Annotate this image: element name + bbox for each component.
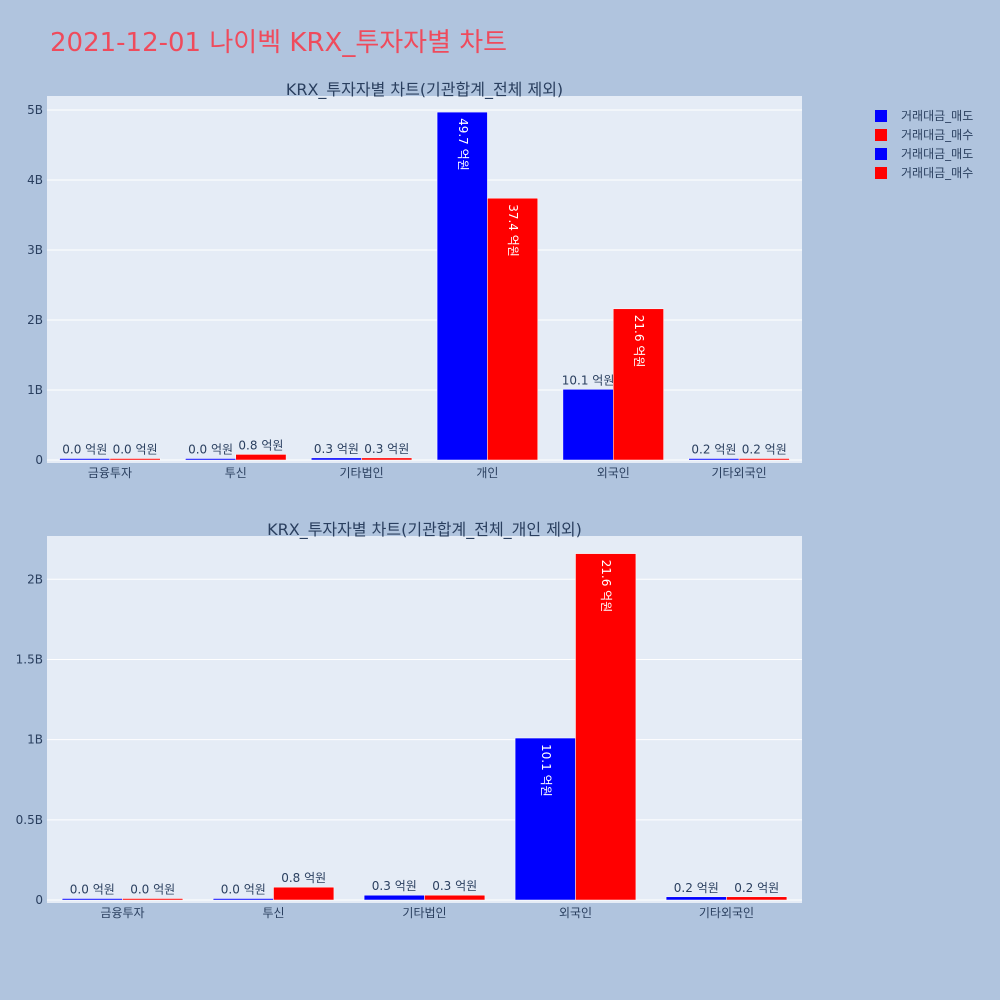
x-tick-label: 기타외국인 <box>699 906 754 920</box>
bar[interactable] <box>235 454 287 461</box>
bar[interactable] <box>311 457 362 461</box>
y-tick-label: 2B <box>27 572 43 586</box>
bar[interactable] <box>185 458 237 461</box>
data-label: 0.8 억원 <box>281 871 326 885</box>
y-tick-label: 1B <box>27 383 43 397</box>
legend-item[interactable]: 거래대금_매수 <box>875 125 973 144</box>
bar[interactable] <box>122 898 184 901</box>
bar[interactable] <box>613 308 664 461</box>
plot-area <box>47 96 802 463</box>
data-label: 0.0 억원 <box>130 883 175 897</box>
data-label: 0.2 억원 <box>691 443 736 457</box>
plot-area <box>47 536 802 903</box>
x-tick-label: 외국인 <box>559 906 592 920</box>
y-tick-label: 3B <box>27 243 43 257</box>
chart-title: KRX_투자자별 차트(기관합계_전체 제외) <box>286 80 563 100</box>
legend-item[interactable]: 거래대금_매수 <box>875 163 973 182</box>
data-label: 0.0 억원 <box>113 443 158 457</box>
x-tick-label: 금융투자 <box>100 906 144 920</box>
legend-label: 거래대금_매도 <box>901 147 974 161</box>
bar[interactable] <box>487 197 538 461</box>
data-label: 0.3 억원 <box>314 442 359 456</box>
bar[interactable] <box>575 553 637 901</box>
data-label: 0.3 억원 <box>432 879 477 893</box>
legend-item[interactable]: 거래대금_매도 <box>875 106 973 125</box>
bar[interactable] <box>562 389 614 461</box>
data-label: 0.3 억원 <box>372 879 417 893</box>
bar[interactable] <box>109 458 161 461</box>
data-label: 49.7 억원 <box>456 118 470 171</box>
x-tick-label: 기타외국인 <box>711 466 766 480</box>
x-tick-label: 개인 <box>476 466 498 480</box>
bar[interactable] <box>212 898 274 901</box>
bar[interactable] <box>424 894 486 901</box>
y-tick-label: 1.5B <box>16 652 43 666</box>
data-label: 0.3 억원 <box>364 442 409 456</box>
data-label: 0.2 억원 <box>742 443 787 457</box>
legend-label: 거래대금_매수 <box>901 128 974 142</box>
data-label: 0.0 억원 <box>70 883 115 897</box>
bar[interactable] <box>61 898 123 901</box>
legend-item[interactable]: 거래대금_매도 <box>875 144 973 163</box>
y-tick-label: 0.5B <box>16 813 43 827</box>
x-tick-label: 기타법인 <box>339 466 383 480</box>
bar[interactable] <box>273 886 335 901</box>
data-label: 10.1 억원 <box>562 373 615 387</box>
data-label: 10.1 억원 <box>539 744 553 797</box>
data-label: 0.2 억원 <box>674 881 719 895</box>
y-tick-label: 2B <box>27 313 43 327</box>
data-label: 21.6 억원 <box>599 560 613 613</box>
legend-swatch-red <box>875 166 887 179</box>
y-tick-label: 0 <box>35 893 43 907</box>
bar[interactable] <box>688 458 740 461</box>
legend-swatch-blue <box>875 109 887 122</box>
bar[interactable] <box>726 896 788 901</box>
bar[interactable] <box>59 458 111 461</box>
x-tick-label: 기타법인 <box>402 906 446 920</box>
x-tick-label: 금융투자 <box>88 466 132 480</box>
legend-label: 거래대금_매도 <box>901 109 974 123</box>
y-tick-label: 0 <box>35 453 43 467</box>
bar[interactable] <box>738 458 790 461</box>
bar[interactable] <box>363 894 425 901</box>
data-label: 0.0 억원 <box>221 883 266 897</box>
data-label: 21.6 억원 <box>632 315 646 368</box>
y-tick-label: 1B <box>27 733 43 747</box>
y-tick-label: 4B <box>27 173 43 187</box>
x-tick-label: 투신 <box>225 466 247 480</box>
legend-swatch-blue <box>875 147 887 160</box>
data-label: 0.0 억원 <box>62 443 107 457</box>
data-label: 37.4 억원 <box>506 204 520 257</box>
legend-label: 거래대금_매수 <box>901 166 974 180</box>
data-label: 0.2 억원 <box>734 881 779 895</box>
page-title: 2021-12-01 나이벡 KRX_투자자별 차트 <box>50 28 508 58</box>
y-tick-label: 5B <box>27 103 43 117</box>
bar[interactable] <box>665 896 727 901</box>
data-label: 0.8 억원 <box>238 438 283 452</box>
x-tick-label: 투신 <box>262 906 284 920</box>
chart-title: KRX_투자자별 차트(기관합계_전체_개인 제외) <box>267 520 582 540</box>
x-tick-label: 외국인 <box>597 466 630 480</box>
legend-swatch-red <box>875 128 887 141</box>
legend: 거래대금_매도 거래대금_매수 거래대금_매도 거래대금_매수 <box>875 106 973 182</box>
data-label: 0.0 억원 <box>188 443 233 457</box>
bar[interactable] <box>361 457 413 461</box>
